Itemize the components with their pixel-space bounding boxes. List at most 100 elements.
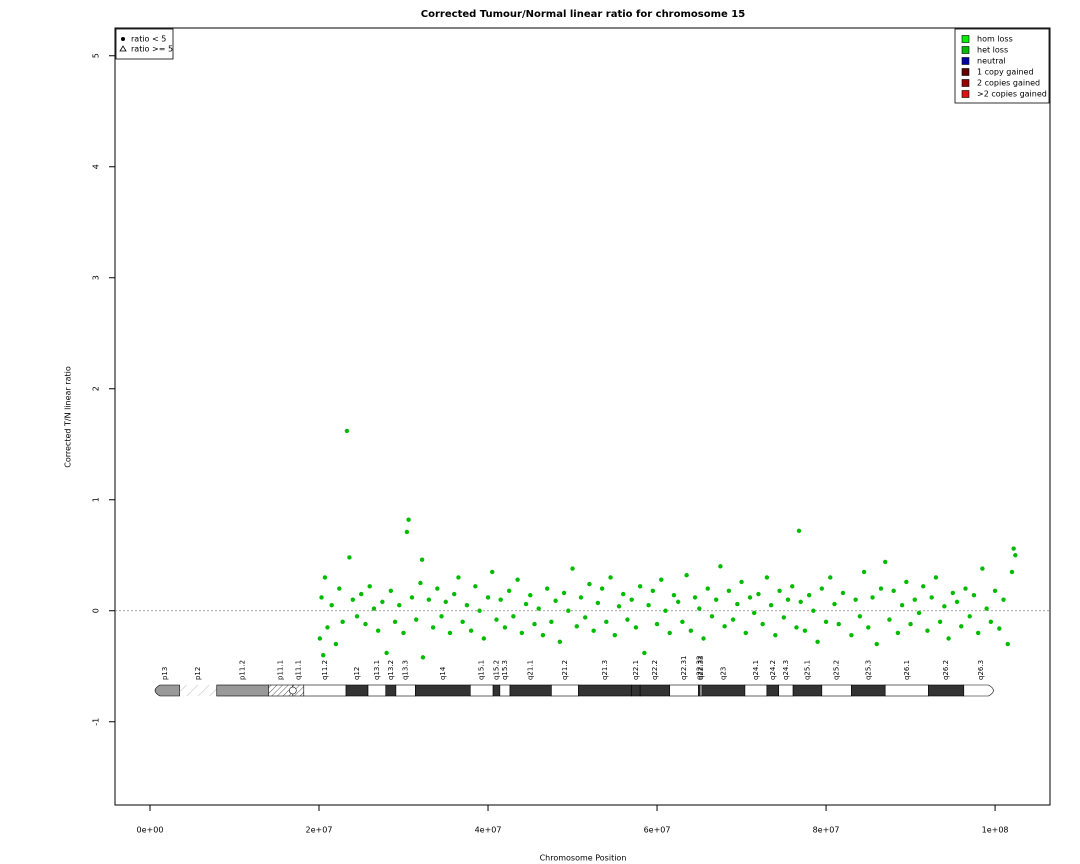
- y-tick-label: -1: [92, 718, 101, 726]
- band: [492, 684, 501, 697]
- data-point: [419, 557, 425, 562]
- data-point: [397, 603, 402, 608]
- data-point: [713, 597, 719, 602]
- legend-label: 1 copy gained: [977, 68, 1034, 77]
- data-point: [464, 603, 470, 608]
- data-point: [777, 588, 782, 593]
- band: [551, 684, 579, 697]
- legend-label: het loss: [977, 46, 1008, 55]
- data-point: [904, 579, 909, 585]
- data-point: [359, 591, 364, 597]
- band-label: q22.31: [680, 656, 688, 680]
- band-label: q13.3: [402, 660, 410, 680]
- data-point: [815, 639, 820, 645]
- data-point: [629, 597, 634, 602]
- data-point: [494, 617, 499, 622]
- data-point: [350, 597, 356, 602]
- data-point: [317, 636, 323, 641]
- band: [884, 684, 929, 697]
- data-point: [828, 575, 833, 580]
- legend-symbol: [121, 37, 125, 41]
- data-point: [637, 584, 643, 589]
- data-point: [883, 559, 888, 565]
- data-point: [325, 625, 330, 630]
- data-point: [384, 650, 389, 656]
- data-point: [823, 619, 829, 625]
- legend-label: hom loss: [977, 35, 1013, 44]
- data-point: [443, 599, 448, 605]
- data-point: [760, 621, 765, 627]
- data-point: [705, 586, 710, 591]
- data-point: [498, 597, 503, 602]
- band: [395, 684, 416, 697]
- band: [963, 684, 994, 697]
- x-tick-label: 8e+07: [813, 826, 840, 835]
- data-point: [363, 621, 368, 627]
- data-point: [528, 593, 533, 598]
- data-point: [887, 617, 892, 622]
- data-point: [1001, 597, 1006, 602]
- band-label: q13.1: [373, 660, 381, 680]
- data-point: [946, 636, 951, 641]
- data-point: [650, 588, 656, 593]
- x-tick-label: 2e+07: [306, 826, 333, 835]
- band: [509, 684, 552, 697]
- data-point: [557, 639, 563, 645]
- band-label: q21.3: [601, 660, 609, 680]
- data-point: [722, 624, 727, 629]
- y-tick-label: 2: [92, 386, 101, 391]
- band: [639, 684, 671, 697]
- data-point: [997, 626, 1002, 631]
- data-point: [963, 586, 968, 591]
- data-point: [895, 630, 901, 636]
- data-point: [675, 599, 681, 605]
- data-point: [730, 617, 736, 622]
- data-point: [401, 630, 406, 636]
- data-point: [380, 599, 385, 605]
- data-point: [790, 584, 795, 589]
- y-axis-label: Corrected T/N linear ratio: [64, 366, 73, 468]
- data-point: [1011, 546, 1016, 551]
- data-point: [420, 655, 426, 660]
- data-point: [785, 597, 791, 602]
- data-point: [409, 595, 415, 600]
- band-label: q22.32: [695, 656, 703, 680]
- band: [385, 684, 397, 697]
- legend-label: neutral: [977, 57, 1006, 66]
- data-point: [344, 428, 350, 434]
- band-label: p11.2: [239, 660, 247, 680]
- band: [744, 684, 768, 697]
- data-point: [891, 588, 896, 593]
- y-tick-label: 3: [92, 275, 101, 280]
- data-point: [781, 615, 786, 620]
- data-point: [506, 588, 512, 593]
- data-point: [942, 604, 947, 609]
- data-point: [899, 603, 905, 608]
- legend-swatch: [961, 79, 970, 87]
- data-point: [418, 580, 423, 586]
- data-point: [570, 566, 575, 571]
- data-point: [654, 621, 660, 627]
- data-point: [333, 641, 339, 647]
- point-legend-label: ratio < 5: [131, 35, 166, 44]
- data-point: [768, 603, 774, 608]
- data-point: [367, 584, 372, 589]
- band-label: p11.1: [277, 660, 285, 680]
- data-point: [439, 614, 444, 619]
- legend-swatch: [961, 57, 970, 65]
- data-point: [950, 590, 956, 596]
- band-label: q26.1: [903, 660, 911, 680]
- data-point: [709, 614, 715, 619]
- legend-label: 2 copies gained: [977, 79, 1040, 88]
- band-label: q22.33: [697, 656, 705, 680]
- legend-label: >2 copies gained: [977, 90, 1047, 99]
- data-point: [916, 610, 922, 616]
- data-point: [591, 628, 596, 633]
- data-point: [340, 619, 345, 625]
- point-legend-box: [115, 28, 174, 60]
- data-point: [536, 606, 541, 611]
- data-point: [404, 529, 410, 535]
- data-point: [612, 632, 617, 638]
- band: [415, 684, 471, 697]
